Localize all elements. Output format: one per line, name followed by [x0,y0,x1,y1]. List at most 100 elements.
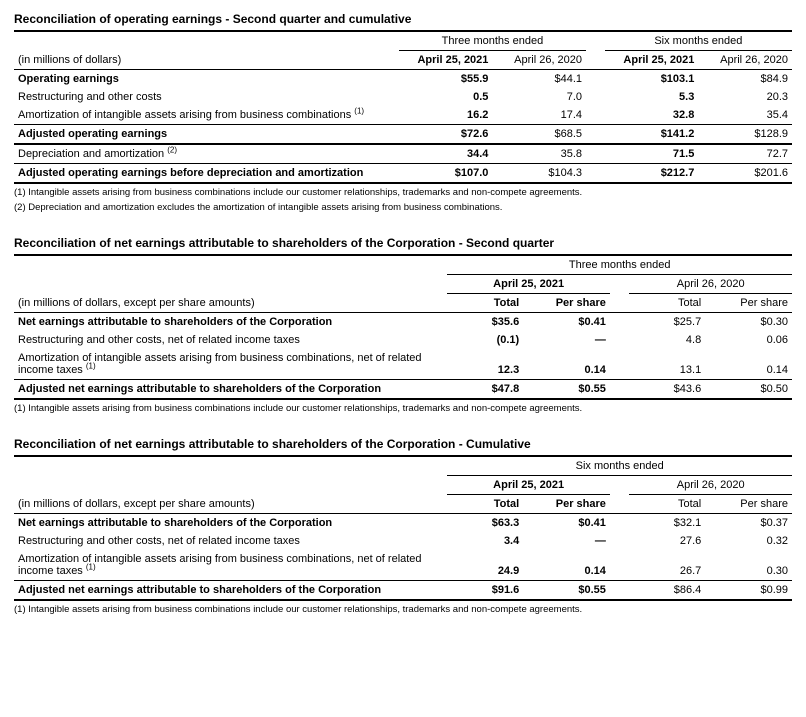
footnote-1: (1) Intangible assets arising from busin… [14,403,792,415]
period-header-row: Three months ended Six months ended [14,31,792,51]
table-row: Restructuring and other costs, net of re… [14,331,792,349]
cell: 35.8 [492,144,586,164]
footnote-2: (2) Depreciation and amortization exclud… [14,202,792,214]
table-row: Restructuring and other costs, net of re… [14,532,792,550]
cell: $84.9 [698,70,792,89]
cell: $68.5 [492,125,586,145]
col-b2: April 26, 2020 [698,51,792,70]
table1: Three months ended Six months ended (in … [14,30,792,184]
table3-title: Reconciliation of net earnings attributa… [14,437,792,451]
cell: 13.1 [629,349,705,380]
date-header-row: April 25, 2021 April 26, 2020 [14,274,792,293]
col-a2: April 26, 2020 [492,51,586,70]
table-row: Adjusted net earnings attributable to sh… [14,580,792,600]
row-label: Amortization of intangible assets arisin… [14,349,447,380]
table-row: Adjusted net earnings attributable to sh… [14,379,792,399]
period-three-months: Three months ended [447,255,792,275]
cell: $63.3 [447,513,523,532]
cell: $44.1 [492,70,586,89]
cell: 0.14 [705,349,792,380]
cell: $103.1 [605,70,699,89]
cell: $32.1 [629,513,705,532]
cell: 0.14 [523,349,610,380]
sub-total-a: Total [447,494,523,513]
table-row: Depreciation and amortization (2) 34.4 3… [14,144,792,164]
period-three-months: Three months ended [399,31,586,51]
date-a: April 25, 2021 [447,274,610,293]
cell: $128.9 [698,125,792,145]
cell: $0.30 [705,312,792,331]
cell: $0.99 [705,580,792,600]
row-label: Restructuring and other costs, net of re… [14,331,447,349]
sub-ps-a: Per share [523,293,610,312]
row-label: Adjusted net earnings attributable to sh… [14,580,447,600]
table-row: Net earnings attributable to shareholder… [14,513,792,532]
cell: $212.7 [605,164,699,184]
row-label: Adjusted operating earnings before depre… [14,164,399,184]
cell: 24.9 [447,550,523,581]
cell: $91.6 [447,580,523,600]
row-label: Operating earnings [14,70,399,89]
row-label: Amortization of intangible assets arisin… [14,550,447,581]
cell: 0.5 [399,88,493,106]
cell: 5.3 [605,88,699,106]
row-label: Restructuring and other costs, net of re… [14,532,447,550]
table3: Six months ended April 25, 2021 April 26… [14,455,792,601]
cell: $25.7 [629,312,705,331]
cell: — [523,532,610,550]
table-net-earnings-q: Reconciliation of net earnings attributa… [14,236,792,415]
cell: $0.41 [523,513,610,532]
row-label: Adjusted net earnings attributable to sh… [14,379,447,399]
cell: 0.06 [705,331,792,349]
cell: $72.6 [399,125,493,145]
row-label: Net earnings attributable to shareholder… [14,513,447,532]
date-header-row: April 25, 2021 April 26, 2020 [14,475,792,494]
cell: 35.4 [698,106,792,125]
cell: $35.6 [447,312,523,331]
table-row: Restructuring and other costs 0.5 7.0 5.… [14,88,792,106]
cell: $0.55 [523,379,610,399]
period-six-months: Six months ended [447,456,792,476]
cell: 34.4 [399,144,493,164]
cell: 72.7 [698,144,792,164]
cell: 20.3 [698,88,792,106]
col-b1: April 25, 2021 [605,51,699,70]
cell: $43.6 [629,379,705,399]
cell: 0.14 [523,550,610,581]
unit-label: (in millions of dollars) [14,51,399,70]
cell: $86.4 [629,580,705,600]
row-label: Net earnings attributable to shareholder… [14,312,447,331]
col-a1: April 25, 2021 [399,51,493,70]
cell: 3.4 [447,532,523,550]
cell: $0.41 [523,312,610,331]
cell: 7.0 [492,88,586,106]
cell: $107.0 [399,164,493,184]
sub-ps-b: Per share [705,494,792,513]
unit-label: (in millions of dollars, except per shar… [14,494,447,513]
row-label: Adjusted operating earnings [14,125,399,145]
cell: $104.3 [492,164,586,184]
cell: 26.7 [629,550,705,581]
cell: $47.8 [447,379,523,399]
period-header-row: Three months ended [14,255,792,275]
table-operating-earnings: Reconciliation of operating earnings - S… [14,12,792,214]
cell: 17.4 [492,106,586,125]
cell: $201.6 [698,164,792,184]
table2: Three months ended April 25, 2021 April … [14,254,792,400]
subcol-header-row: (in millions of dollars, except per shar… [14,494,792,513]
cell: 32.8 [605,106,699,125]
period-header-row: Six months ended [14,456,792,476]
subcol-header-row: (in millions of dollars, except per shar… [14,293,792,312]
cell: $0.55 [523,580,610,600]
row-label: Restructuring and other costs [14,88,399,106]
period-six-months: Six months ended [605,31,792,51]
cell: $55.9 [399,70,493,89]
table-row: Amortization of intangible assets arisin… [14,550,792,581]
table1-title: Reconciliation of operating earnings - S… [14,12,792,26]
sub-total-b: Total [629,494,705,513]
footnote-1: (1) Intangible assets arising from busin… [14,604,792,616]
row-label: Depreciation and amortization (2) [14,144,399,164]
table-net-earnings-cum: Reconciliation of net earnings attributa… [14,437,792,616]
cell: 16.2 [399,106,493,125]
cell: 71.5 [605,144,699,164]
